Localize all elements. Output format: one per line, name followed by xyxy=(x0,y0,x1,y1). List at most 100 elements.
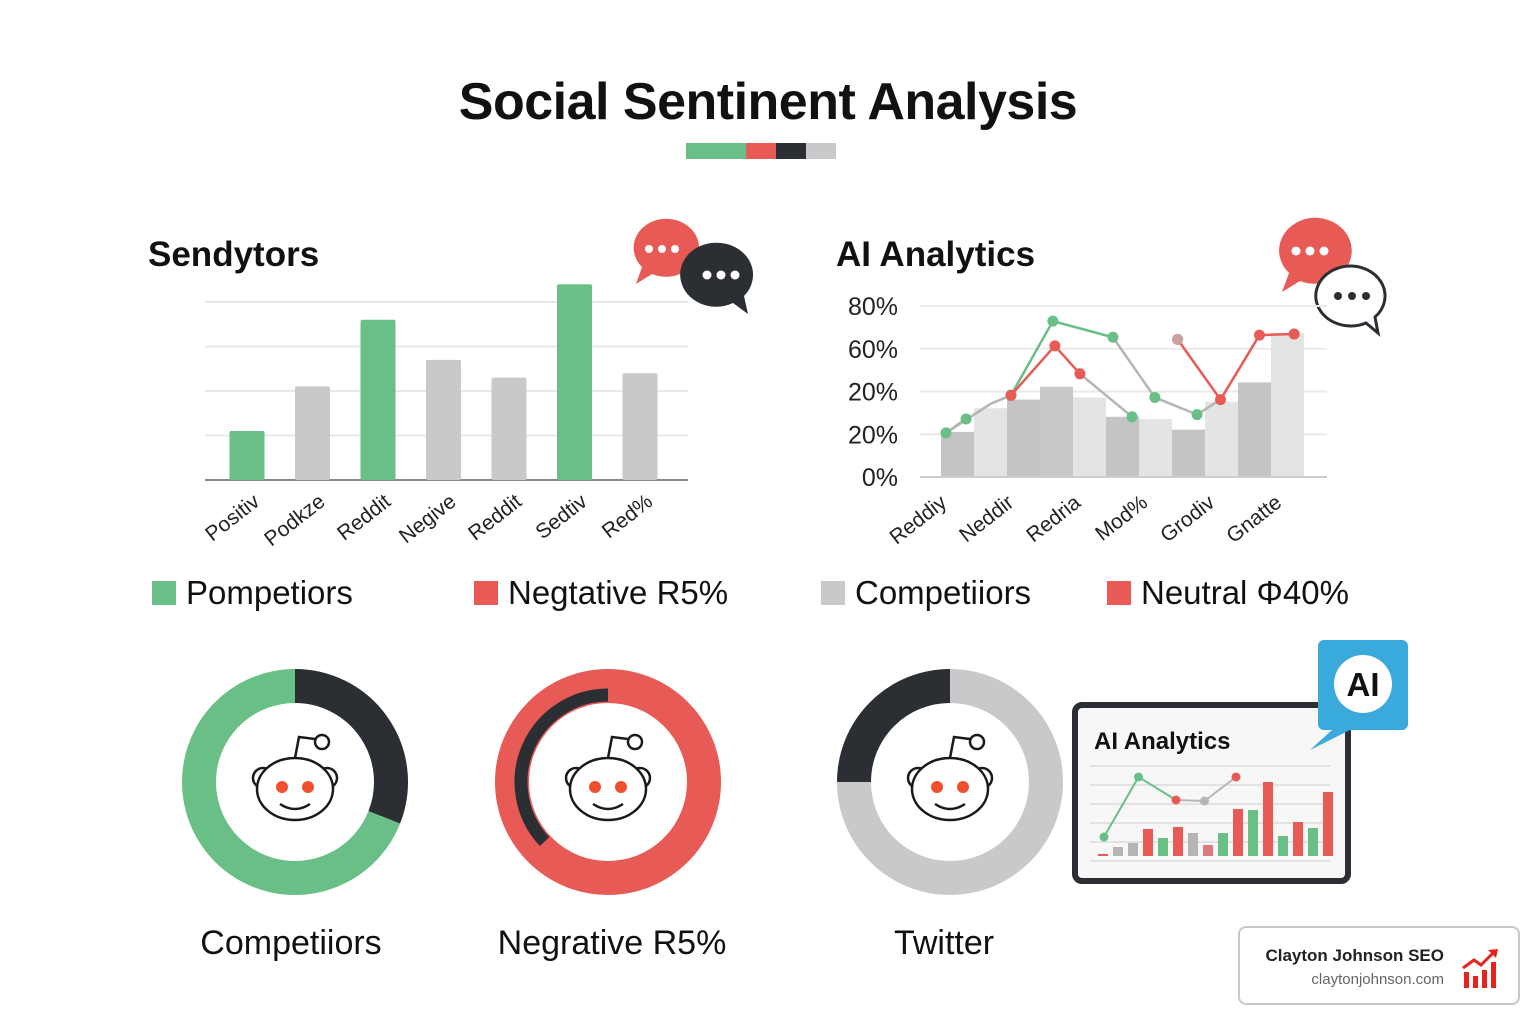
bar xyxy=(941,431,974,477)
bar xyxy=(1263,782,1273,856)
bar xyxy=(1098,854,1108,856)
x-tick-label: Gnatte xyxy=(1222,491,1286,548)
x-tick-label: Sedtiv xyxy=(531,490,592,544)
series-line xyxy=(1103,776,1140,838)
colorbar-gray xyxy=(806,143,836,159)
legend-label: Neutral Φ40% xyxy=(1141,574,1349,611)
bar xyxy=(1308,828,1318,856)
x-tick-label: Negive xyxy=(395,490,461,548)
chat-bubble-outline-icon xyxy=(1314,264,1387,337)
snoo-mouth xyxy=(934,802,966,811)
series-line xyxy=(945,394,1012,434)
series-line xyxy=(1009,320,1054,396)
tablet-title: AI Analytics xyxy=(1094,728,1231,755)
mini-chart xyxy=(1090,765,1333,862)
series-line xyxy=(1052,319,1114,339)
snoo-mouth xyxy=(279,802,311,811)
series-line xyxy=(1137,776,1177,801)
bar xyxy=(1278,836,1288,856)
bar xyxy=(1238,382,1271,477)
bar xyxy=(1143,829,1153,856)
ai-analytics-tablet: AI Analytics xyxy=(1072,702,1351,884)
bar xyxy=(1158,838,1168,856)
donut-segment xyxy=(495,669,721,895)
brand-name: Clayton Johnson SEO xyxy=(1265,946,1444,965)
legend-swatch xyxy=(152,581,176,605)
bar xyxy=(1248,810,1258,856)
series-line xyxy=(1175,799,1205,802)
donut-segment xyxy=(182,669,401,895)
bar xyxy=(1203,845,1213,856)
snoo-head xyxy=(255,756,335,822)
bar xyxy=(1113,847,1123,856)
legend-swatch xyxy=(821,581,845,605)
snoo-eye xyxy=(615,781,627,793)
series-point xyxy=(1191,409,1203,421)
series-point xyxy=(1215,394,1227,406)
legend-item: Negtative R5% xyxy=(474,574,728,612)
bar xyxy=(1040,386,1073,477)
legend-label: Pompetiors xyxy=(186,574,353,611)
bar xyxy=(1218,833,1228,856)
bar xyxy=(229,431,265,480)
reddit-snoo-icon xyxy=(251,733,339,822)
series-point xyxy=(1149,391,1161,403)
series-line xyxy=(1111,336,1222,417)
donut-label: Competiiors xyxy=(200,924,382,962)
bar xyxy=(1173,827,1183,856)
series-point xyxy=(1288,328,1300,340)
x-tick-label: Mod% xyxy=(1091,491,1152,546)
x-tick-label: Reddit xyxy=(333,490,395,546)
ai-analytics-chart: 80% 60% 20% 20% 0%Reddiy Neddir Redria Mod% Grod… xyxy=(848,293,1327,550)
bar xyxy=(1323,792,1333,856)
x-tick-label: Neddir xyxy=(955,491,1018,547)
snoo-head xyxy=(568,756,648,822)
left-panel-heading: Sendytors xyxy=(148,235,320,274)
series-point xyxy=(1231,772,1241,782)
bar xyxy=(1106,416,1139,477)
colorbar-dark xyxy=(776,143,806,159)
x-tick-label: Podkze xyxy=(260,490,329,551)
bar xyxy=(360,319,396,480)
brand-badge[interactable]: Clayton Johnson SEO claytonjohnson.com xyxy=(1238,926,1520,1005)
donut-twitter xyxy=(837,669,1063,895)
series-line xyxy=(1079,372,1133,418)
snoo-antenna xyxy=(948,735,971,759)
donut-segment xyxy=(837,669,1063,895)
snoo-antenna xyxy=(606,735,629,759)
bar xyxy=(426,359,461,480)
bar xyxy=(1128,843,1138,856)
series-point xyxy=(1172,333,1184,345)
series-point xyxy=(1047,315,1059,327)
series-point xyxy=(1134,772,1143,782)
bar xyxy=(491,377,527,480)
donut-label: Twitter xyxy=(893,924,995,962)
bar xyxy=(1188,833,1198,856)
snoo-antenna-ball xyxy=(313,733,331,751)
bar xyxy=(557,284,592,480)
x-tick-label: Grodiv xyxy=(1156,491,1219,548)
series-point xyxy=(1049,340,1061,352)
x-tick-label: Red% xyxy=(598,490,657,543)
snoo-eye xyxy=(957,781,969,793)
x-tick-label: Reddit xyxy=(464,490,526,546)
legend-label: Competiiors xyxy=(855,574,1032,611)
bar xyxy=(1271,332,1304,477)
bar xyxy=(1233,809,1243,856)
bar xyxy=(974,408,1007,477)
series-point xyxy=(1107,331,1119,343)
snoo-eye xyxy=(302,781,314,793)
legend-item: Neutral Φ40% xyxy=(1107,574,1349,612)
brand-url[interactable]: claytonjohnson.com xyxy=(1311,971,1444,988)
right-panel-heading: AI Analytics xyxy=(836,235,1036,274)
snoo-antenna-ball xyxy=(626,733,644,751)
bar xyxy=(1007,399,1040,477)
chat-bubbles-right-icon xyxy=(1279,217,1387,337)
series-point xyxy=(940,427,952,439)
legend-swatch xyxy=(474,581,498,605)
donut-competiiors xyxy=(182,669,408,895)
snoo-head xyxy=(910,756,990,822)
bar xyxy=(1205,401,1238,477)
y-tick-label: 80% xyxy=(848,293,898,321)
x-tick-label: Reddiy xyxy=(885,491,951,550)
